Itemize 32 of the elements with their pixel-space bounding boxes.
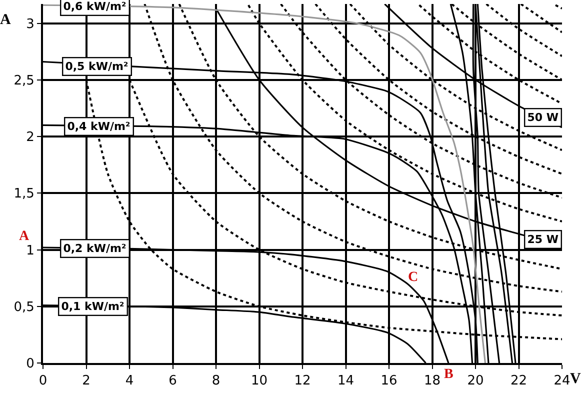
- annotation: 50 W: [527, 111, 558, 124]
- y-tick-label: 1,5: [14, 186, 34, 202]
- x-tick-label: 4: [125, 374, 134, 389]
- x-tick-label: 0: [38, 374, 48, 389]
- annotation: 0,6 kW/m²: [63, 0, 126, 14]
- y-tick-label: 0: [26, 356, 34, 372]
- annotation: 0,5 kW/m²: [65, 60, 128, 74]
- y-tick-label: 2,5: [14, 73, 34, 88]
- y-tick-label: 2: [26, 130, 34, 146]
- x-tick-label: 8: [212, 374, 220, 389]
- y-tick-label: 0,5: [14, 300, 34, 315]
- annotation: 0,4 kW/m²: [67, 120, 130, 134]
- x-tick-label: 24: [554, 374, 570, 389]
- y-tick-label: 1: [26, 243, 34, 258]
- annotation: 25 W: [527, 233, 558, 246]
- x-tick-label: 16: [380, 374, 398, 389]
- x-tick-label: 10: [250, 374, 268, 389]
- x-tick-label: 18: [424, 374, 441, 389]
- text: B: [444, 367, 454, 382]
- annotation: C: [408, 270, 418, 285]
- text: A: [19, 229, 30, 244]
- x-tick-label: 20: [467, 374, 484, 389]
- x-tick-label: 14: [337, 374, 354, 389]
- annotation: 0,1 kW/m²: [61, 300, 124, 314]
- y-axis-title: A: [0, 12, 11, 28]
- x-tick-label: 2: [82, 374, 90, 389]
- x-axis-title: V: [570, 371, 581, 387]
- annotation: 0,2 kW/m²: [63, 242, 126, 256]
- x-tick-label: 12: [294, 374, 311, 389]
- x-tick-label: 22: [510, 374, 528, 389]
- x-tick-label: 6: [168, 374, 177, 389]
- y-tick-label: 3: [26, 16, 34, 32]
